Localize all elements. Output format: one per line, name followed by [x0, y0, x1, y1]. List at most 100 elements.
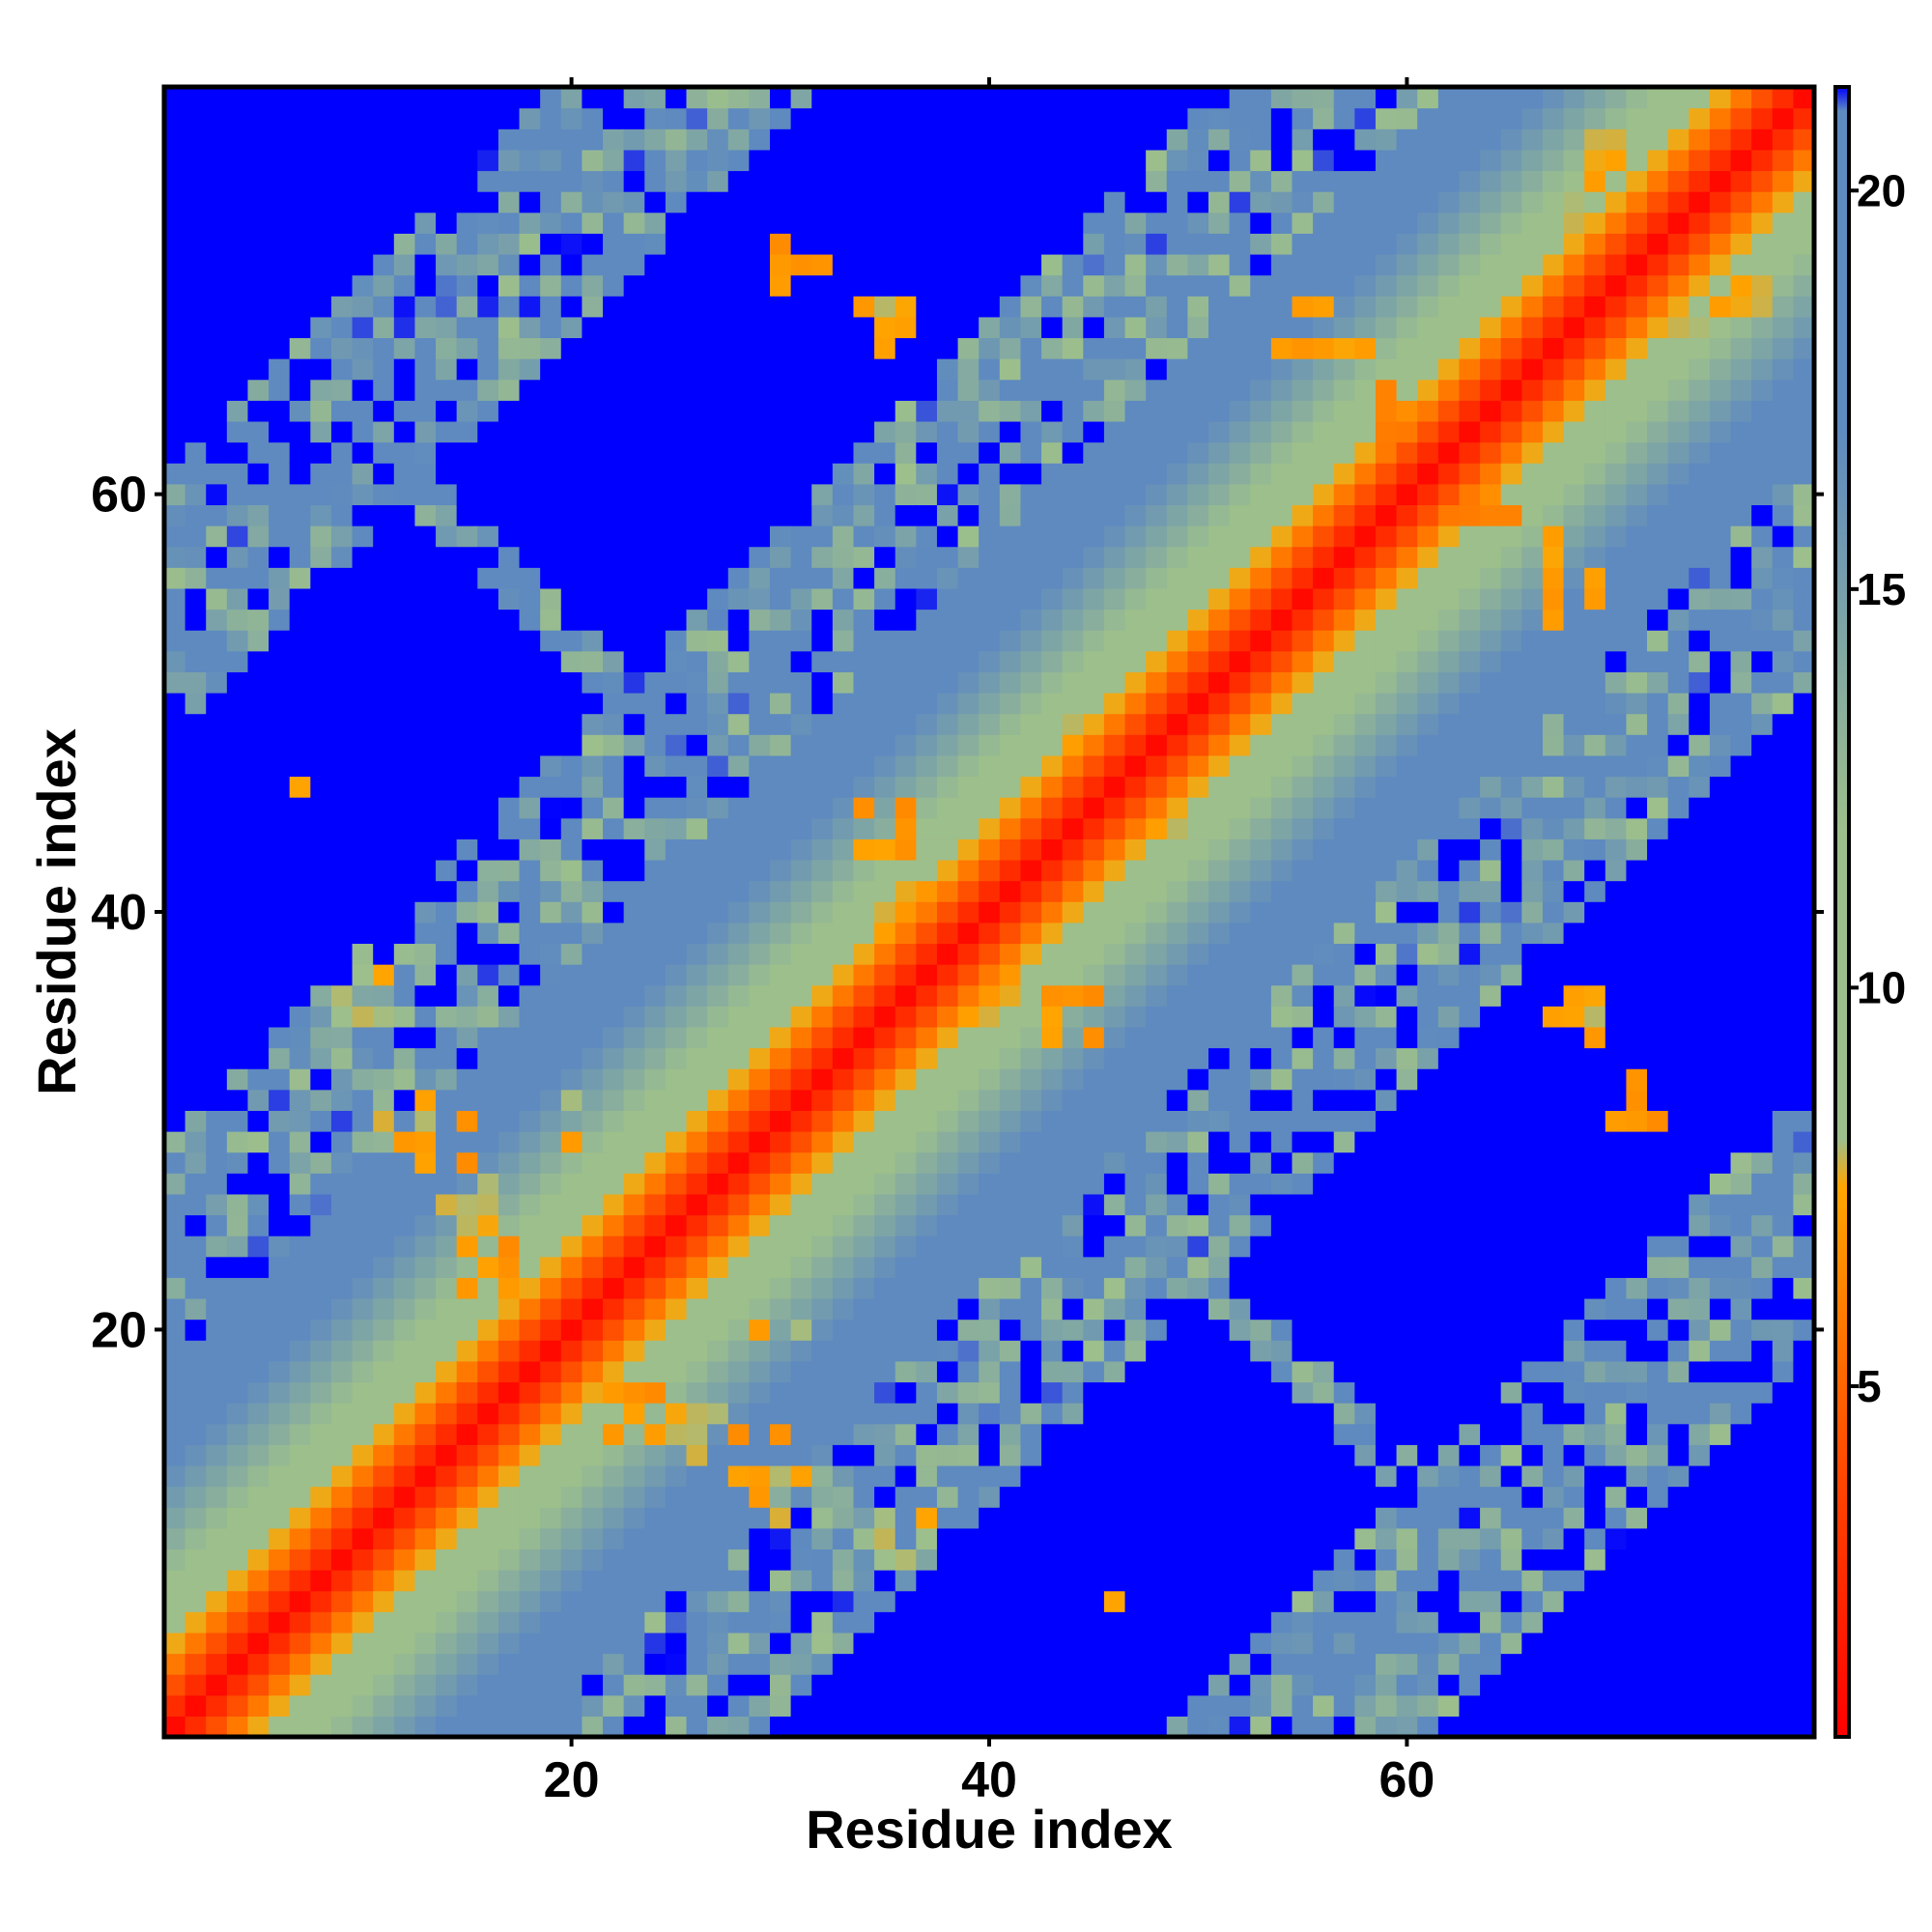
heatmap-cell	[1020, 817, 1042, 839]
heatmap-cell	[1103, 504, 1126, 526]
heatmap-cell	[477, 1236, 499, 1258]
heatmap-cell	[936, 1006, 959, 1028]
heatmap-cell	[979, 526, 1001, 548]
heatmap-cell	[560, 463, 582, 485]
heatmap-cell	[1417, 296, 1439, 318]
heatmap-cell	[853, 587, 875, 611]
heatmap-cell	[1417, 87, 1439, 109]
heatmap-cell	[1208, 922, 1231, 945]
heatmap-cell	[373, 546, 395, 568]
heatmap-cell	[1146, 463, 1168, 485]
heatmap-cell	[1020, 630, 1042, 652]
heatmap-cell	[164, 233, 186, 255]
heatmap-cell	[185, 1068, 207, 1091]
heatmap-cell	[247, 1381, 270, 1404]
heatmap-cell	[1354, 463, 1377, 485]
heatmap-cell	[832, 1360, 855, 1383]
heatmap-cell	[330, 567, 354, 589]
heatmap-cell	[330, 587, 354, 611]
heatmap-cell	[1187, 1486, 1209, 1508]
heatmap-cell	[1062, 1527, 1084, 1550]
heatmap-cell	[1270, 1173, 1293, 1195]
heatmap-cell	[999, 1110, 1022, 1132]
heatmap-cell	[1187, 1173, 1209, 1195]
heatmap-cell	[686, 797, 708, 819]
heatmap-cell	[436, 170, 458, 192]
heatmap-cell	[1062, 1319, 1084, 1341]
heatmap-cell	[1270, 1026, 1293, 1049]
heatmap-cell	[1062, 1214, 1084, 1236]
heatmap-cell	[853, 734, 875, 756]
heatmap-cell	[1146, 630, 1168, 652]
heatmap-cell	[310, 1026, 332, 1049]
heatmap-cell	[853, 1214, 875, 1236]
heatmap-cell	[497, 1047, 521, 1069]
heatmap-cell	[1083, 776, 1105, 798]
heatmap-cell	[1354, 1173, 1377, 1195]
heatmap-cell	[1187, 1360, 1209, 1383]
heatmap-cell	[957, 233, 980, 255]
heatmap-cell	[999, 567, 1022, 589]
heatmap-cell	[436, 1319, 458, 1341]
heatmap-cell	[790, 483, 812, 505]
heatmap-cell	[164, 1653, 186, 1675]
heatmap-cell	[1313, 253, 1335, 276]
heatmap-cell	[1208, 1151, 1231, 1174]
heatmap-cell	[769, 1716, 792, 1738]
heatmap-cell	[414, 1193, 437, 1216]
heatmap-cell	[352, 922, 374, 945]
heatmap-cell	[1375, 546, 1398, 568]
heatmap-cell	[1020, 1214, 1042, 1236]
heatmap-cell	[164, 526, 186, 548]
heatmap-cell	[1313, 1006, 1335, 1028]
heatmap-cell	[727, 1193, 750, 1216]
heatmap-cell	[916, 1548, 938, 1571]
heatmap-cell	[603, 1297, 625, 1321]
heatmap-cell	[373, 337, 395, 359]
heatmap-cell	[979, 463, 1001, 485]
heatmap-cell	[1313, 1214, 1335, 1236]
heatmap-cell	[603, 149, 625, 172]
heatmap-cell	[456, 1193, 478, 1216]
heatmap-cell	[1250, 1236, 1272, 1258]
heatmap-cell	[769, 546, 792, 568]
heatmap-cell	[1292, 87, 1314, 109]
heatmap-cell	[164, 149, 186, 172]
heatmap-cell	[414, 212, 437, 234]
heatmap-cell	[164, 1590, 186, 1612]
heatmap-cell	[1166, 713, 1188, 735]
heatmap-cell	[1313, 943, 1335, 965]
heatmap-cell	[686, 1403, 708, 1425]
heatmap-cell	[1062, 1297, 1084, 1321]
heatmap-cell	[874, 1570, 896, 1592]
heatmap-cell	[1229, 817, 1251, 839]
heatmap-cell	[352, 463, 374, 485]
heatmap-cell	[206, 358, 228, 381]
heatmap-cell	[352, 1653, 374, 1675]
heatmap-cell	[874, 838, 896, 861]
heatmap-cell	[269, 191, 291, 213]
heatmap-cell	[456, 1403, 478, 1425]
heatmap-cell	[1187, 274, 1209, 297]
heatmap-cell	[979, 1236, 1001, 1258]
heatmap-cell	[749, 1214, 771, 1236]
heatmap-cell	[1103, 797, 1126, 819]
heatmap-cell	[1208, 1214, 1231, 1236]
heatmap-cell	[686, 1256, 708, 1278]
heatmap-cell	[519, 964, 541, 986]
heatmap-cell	[352, 1131, 374, 1153]
heatmap-cell	[393, 1694, 416, 1717]
heatmap-cell	[769, 943, 792, 965]
heatmap-cell	[206, 1464, 228, 1488]
heatmap-cell	[895, 1590, 917, 1612]
heatmap-cell	[707, 526, 729, 548]
heatmap-cell	[1229, 87, 1251, 109]
heatmap-cell	[247, 128, 270, 151]
heatmap-cell	[832, 754, 855, 778]
heatmap-cell	[999, 1590, 1022, 1612]
heatmap-cell	[811, 1214, 834, 1236]
heatmap-cell	[289, 400, 311, 422]
heatmap-cell	[1313, 191, 1335, 213]
heatmap-cell	[477, 274, 499, 297]
heatmap-cell	[1375, 1173, 1398, 1195]
